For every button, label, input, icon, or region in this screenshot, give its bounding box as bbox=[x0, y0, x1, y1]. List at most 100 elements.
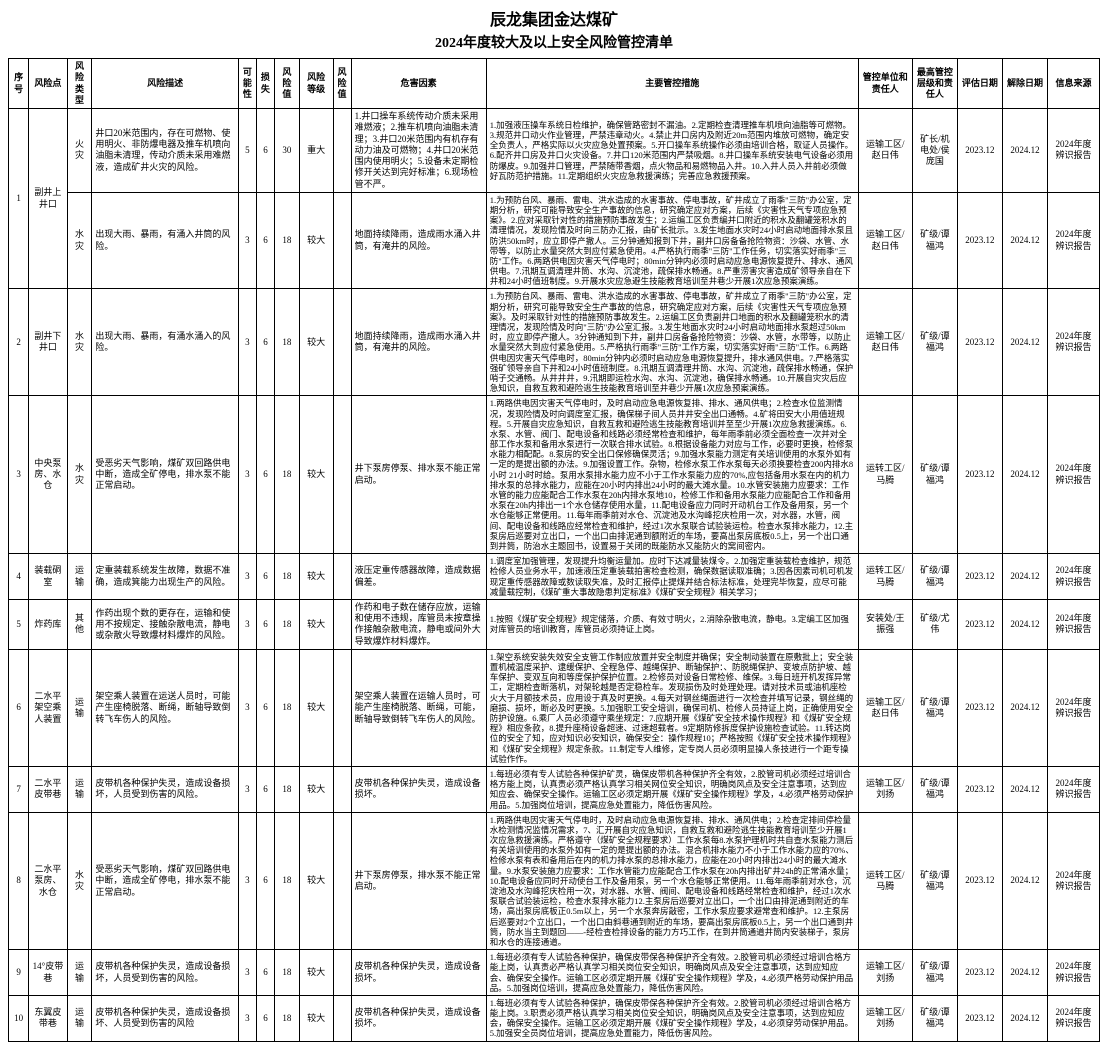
table-cell: 18 bbox=[274, 289, 299, 396]
table-cell: 较大 bbox=[299, 599, 333, 649]
table-cell: 3 bbox=[238, 812, 256, 949]
table-cell: 2024年度辨识报告 bbox=[1048, 812, 1100, 949]
table-cell: 8 bbox=[9, 812, 29, 949]
table-row: 4装载硐室运输定重装载系统发生故障，数据不准确，造成箕能力出现生产的风险。361… bbox=[9, 554, 1100, 600]
table-cell: 1.为预防台风、暴雨、雷电、洪水造成的水害事故、停电事故，矿井成立了雨季"三防"… bbox=[486, 192, 858, 289]
col-loss: 损失 bbox=[256, 59, 274, 109]
table-cell: 架空乘人装置在运输人员时，可能产生座椅脱落、断绳，可能，断轴导致倒转飞车伤人的风… bbox=[351, 649, 486, 766]
table-cell: 运输 bbox=[67, 649, 92, 766]
table-cell: 2023.12 bbox=[957, 396, 1002, 554]
table-cell: 装载硐室 bbox=[29, 554, 67, 600]
table-cell: 1.井口操车系统传动介质未采用难燃液；2.推车机喷向油脂未清理；3.井口20米范… bbox=[351, 109, 486, 193]
table-cell: 运输 bbox=[67, 766, 92, 812]
table-cell: 3 bbox=[238, 995, 256, 1041]
table-cell bbox=[333, 554, 351, 600]
table-cell: 出现大雨、暴雨，有涌入井筒的风险。 bbox=[92, 192, 239, 289]
table-cell: 2 bbox=[9, 289, 29, 396]
table-cell: 18 bbox=[274, 766, 299, 812]
table-cell: 皮带机各种保护失灵，造成设备损坏。 bbox=[351, 950, 486, 996]
table-cell: 作药出现个数的更存在，运输和使用不按规定、接触杂散电流，静电或杂散火导致爆材料爆… bbox=[92, 599, 239, 649]
table-cell: 安装处/王振强 bbox=[858, 599, 912, 649]
table-cell: 水灾 bbox=[67, 396, 92, 554]
table-cell bbox=[333, 192, 351, 289]
table-cell: 18 bbox=[274, 649, 299, 766]
table-cell: 副井上井口 bbox=[29, 109, 67, 289]
table-cell: 2024年度辨识报告 bbox=[1048, 950, 1100, 996]
col-measures: 主要管控措施 bbox=[486, 59, 858, 109]
col-val: 风险值 bbox=[274, 59, 299, 109]
table-cell: 运输工区/刘扬 bbox=[858, 995, 912, 1041]
table-cell: 皮带机各种保护失灵，造成设备损坏。 bbox=[351, 766, 486, 812]
table-cell: 7 bbox=[9, 766, 29, 812]
table-cell: 皮带机各种保护失灵，造成设备损坏，人员受到伤害的风险。 bbox=[92, 950, 239, 996]
table-cell: 1.按照《煤矿安全规程》规定储落，介质、有效寸明火，2.消除杂散电流，静电。3.… bbox=[486, 599, 858, 649]
table-cell: 矿级/尤伟 bbox=[912, 599, 957, 649]
table-cell: 5 bbox=[9, 599, 29, 649]
table-cell: 运输工区/赵日伟 bbox=[858, 289, 912, 396]
table-cell: 运输 bbox=[67, 950, 92, 996]
table-cell: 2023.12 bbox=[957, 599, 1002, 649]
table-cell: 火灾 bbox=[67, 109, 92, 193]
table-cell: 2024.12 bbox=[1002, 289, 1047, 396]
col-date2: 解除日期 bbox=[1002, 59, 1047, 109]
table-row: 水灾出现大雨、暴雨，有涌入井筒的风险。3618较大地面持续降雨，造成雨水涌入井筒… bbox=[9, 192, 1100, 289]
table-cell: 较大 bbox=[299, 396, 333, 554]
table-cell: 1.加强液压操车系统日检维护，确保管路密封不漏油。2.定期检查清理推车机喷向油脂… bbox=[486, 109, 858, 193]
table-cell: 运转工区/马腾 bbox=[858, 396, 912, 554]
col-date1: 评估日期 bbox=[957, 59, 1002, 109]
table-cell: 1.调度室加强管理，发现提升均衡运量加。应时下达减量装煤令。2.加强定重装载检查… bbox=[486, 554, 858, 600]
table-cell: 3 bbox=[238, 192, 256, 289]
table-cell: 3 bbox=[9, 396, 29, 554]
table-cell: 较大 bbox=[299, 766, 333, 812]
table-cell: 3 bbox=[238, 554, 256, 600]
table-cell: 1.每班必须有专人试验各种保护，确保皮带保各种保护齐全有效。2.胶管司机必须经过… bbox=[486, 995, 858, 1041]
table-cell: 5 bbox=[238, 109, 256, 193]
table-cell: 井口20米范围内，存在可燃物、使用明火、非防爆电器及推车机喷向油脂未清理，传动介… bbox=[92, 109, 239, 193]
table-cell: 矿级/谭福鸿 bbox=[912, 396, 957, 554]
table-cell: 6 bbox=[256, 289, 274, 396]
table-cell: 2024年度辨识报告 bbox=[1048, 995, 1100, 1041]
table-cell: 1 bbox=[9, 109, 29, 289]
table-cell: 2024年度辨识报告 bbox=[1048, 109, 1100, 193]
table-cell bbox=[333, 995, 351, 1041]
table-cell: 2024年度辨识报告 bbox=[1048, 396, 1100, 554]
table-cell: 井下泵房停泵，排水泵不能正常启动。 bbox=[351, 812, 486, 949]
table-cell: 皮带机各种保护失灵，造成设备损坏、人员受到伤害的风险 bbox=[92, 995, 239, 1041]
table-cell: 较大 bbox=[299, 812, 333, 949]
table-cell: 14°皮带巷 bbox=[29, 950, 67, 996]
table-cell: 2024.12 bbox=[1002, 109, 1047, 193]
table-cell bbox=[333, 599, 351, 649]
table-cell: 副井下井口 bbox=[29, 289, 67, 396]
table-cell: 水灾 bbox=[67, 192, 92, 289]
table-cell bbox=[333, 396, 351, 554]
table-cell: 2024.12 bbox=[1002, 766, 1047, 812]
table-cell: 运输工区/刘扬 bbox=[858, 950, 912, 996]
table-cell: 2024.12 bbox=[1002, 192, 1047, 289]
col-level: 风险等级 bbox=[299, 59, 333, 109]
table-cell: 运输 bbox=[67, 995, 92, 1041]
table-row: 2副井下井口水灾出现大雨、暴雨，有涌水涌入的风险。3618较大地面持续降雨，造成… bbox=[9, 289, 1100, 396]
table-cell: 矿长/机电处/侯庞国 bbox=[912, 109, 957, 193]
table-cell: 3 bbox=[238, 649, 256, 766]
table-cell: 2023.12 bbox=[957, 995, 1002, 1041]
col-point: 风险点 bbox=[29, 59, 67, 109]
col-factors: 危害因素 bbox=[351, 59, 486, 109]
table-cell: 运输 bbox=[67, 554, 92, 600]
page-container: 辰龙集团金达煤矿 2024年度较大及以上安全风险管控清单 序号 风险点 风险类型… bbox=[0, 0, 1108, 1048]
table-row: 10东翼皮带巷运输皮带机各种保护失灵，造成设备损坏、人员受到伤害的风险3618较… bbox=[9, 995, 1100, 1041]
table-cell: 较大 bbox=[299, 649, 333, 766]
table-cell: 二水平泵房、水仓 bbox=[29, 812, 67, 949]
table-cell: 18 bbox=[274, 599, 299, 649]
table-cell: 其他 bbox=[67, 599, 92, 649]
table-cell: 6 bbox=[256, 812, 274, 949]
risk-table: 序号 风险点 风险类型 风险描述 可能性 损失 风险值 风险等级 风险值 危害因… bbox=[8, 58, 1100, 1042]
table-cell: 运输工区/赵日伟 bbox=[858, 649, 912, 766]
table-cell: 6 bbox=[256, 599, 274, 649]
table-cell: 运输工区/赵日伟 bbox=[858, 109, 912, 193]
table-cell: 运输工区/赵日伟 bbox=[858, 192, 912, 289]
table-cell: 地面持续降雨，造成雨水涌入井筒，有淹井的风险。 bbox=[351, 289, 486, 396]
table-cell: 定重装载系统发生故障，数据不准确，造成箕能力出现生产的风险。 bbox=[92, 554, 239, 600]
table-cell: 井下泵房停泵、排水泵不能正常启动。 bbox=[351, 396, 486, 554]
table-cell: 较大 bbox=[299, 950, 333, 996]
table-cell: 3 bbox=[238, 289, 256, 396]
